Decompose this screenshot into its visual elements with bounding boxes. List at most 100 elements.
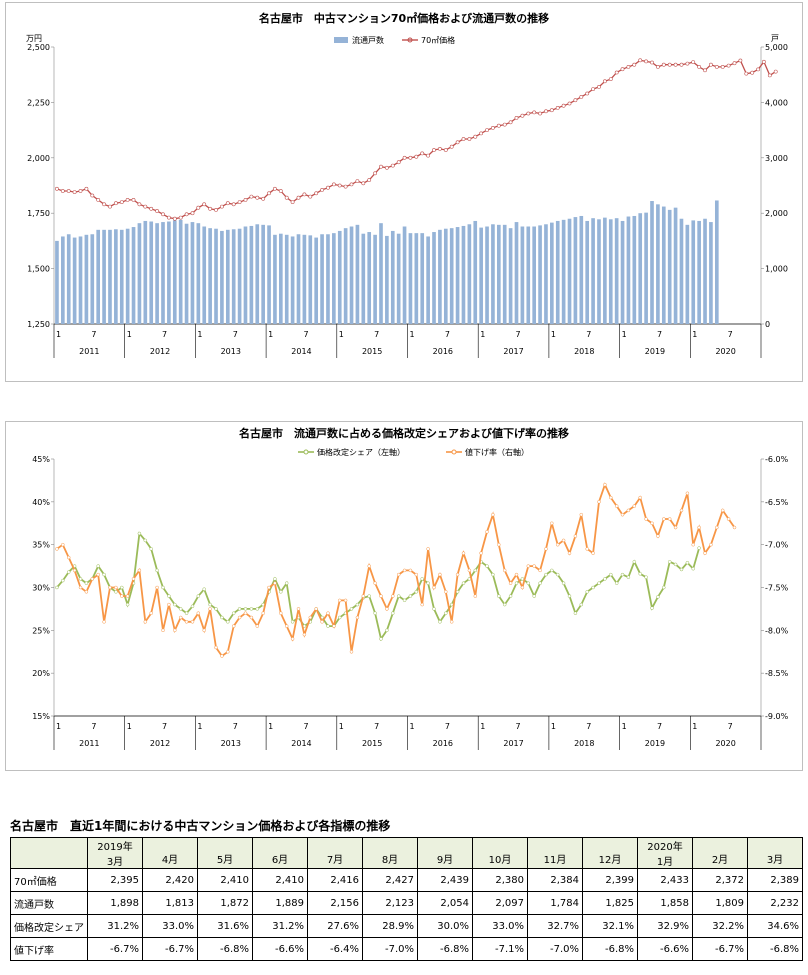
table-header-month: 7月 (307, 837, 363, 869)
price-point (402, 155, 407, 160)
price-cut-line-point (326, 611, 330, 615)
listing-bar (90, 234, 95, 324)
table-header-month-label: 11月 (543, 855, 567, 866)
x-month-label: 7 (728, 722, 733, 731)
price-cut-line-point (614, 504, 619, 508)
x-month-label: 1 (197, 722, 202, 731)
table-cell: 2,097 (472, 891, 528, 915)
price-point (526, 111, 531, 116)
price-cut-line-point (114, 585, 118, 590)
listing-bar (603, 217, 607, 324)
x-year-label: 2013 (221, 347, 241, 356)
x-month-label: 7 (91, 722, 96, 731)
table-cell: 2,433 (637, 868, 693, 892)
price-cut-line-point (479, 551, 483, 555)
listing-bar (255, 224, 260, 324)
right-tick-label: 4,000 (765, 98, 788, 107)
listing-bar (361, 233, 366, 324)
share-line-point (656, 595, 660, 599)
listing-bar (467, 224, 472, 324)
left-tick-label: 2,250 (27, 98, 50, 107)
price-cut-line-point (55, 547, 59, 551)
price-point (767, 73, 772, 78)
share-line-point (396, 594, 401, 598)
price-cut-line-point (432, 585, 436, 590)
share-line-point (220, 615, 224, 620)
share-line-point (231, 611, 236, 615)
price-point (155, 209, 160, 213)
listing-bar (473, 220, 478, 324)
price-cut-line-point (184, 620, 189, 624)
table-row: 価格改定シェア 31.2% 33.0% 31.6% 31.2% 27.6% 28.9% 30.… (10, 914, 803, 938)
price-point (190, 211, 195, 216)
price-point (455, 140, 460, 145)
listing-bar (337, 230, 342, 324)
x-month-label: 1 (622, 330, 627, 339)
price-point (520, 113, 525, 118)
price-point (178, 215, 183, 220)
x-month-label: 7 (162, 330, 167, 339)
price-cut-line-point (202, 628, 206, 633)
x-month-label: 1 (268, 722, 273, 731)
listing-bar (119, 229, 124, 324)
share-line-point (196, 594, 201, 598)
listing-bar (550, 222, 554, 324)
share-line-point (673, 562, 678, 567)
table-header-year (586, 840, 634, 851)
price-point (337, 183, 342, 188)
listing-bar (178, 219, 183, 324)
price-cut-line-point (567, 551, 572, 555)
x-month-label: 7 (374, 722, 379, 731)
table-header-month: 12月 (582, 837, 638, 869)
share-line-point (408, 594, 413, 598)
table-cell: -7.0% (527, 937, 583, 961)
price-point (644, 59, 649, 64)
table-cell: 2,399 (582, 868, 638, 892)
x-month-label: 1 (197, 330, 202, 339)
table-header-year (696, 840, 744, 851)
price-cut-line-point (449, 620, 454, 624)
price-point (119, 200, 124, 205)
price-point (284, 195, 289, 200)
share-line-point (290, 620, 295, 624)
price-cut-line-point (320, 620, 324, 624)
price-cut-line-point (137, 568, 142, 573)
listing-bar (526, 226, 531, 324)
price-point (225, 201, 230, 206)
listing-bar (155, 223, 159, 324)
listing-bar (432, 232, 436, 324)
share-line-point (373, 611, 377, 615)
x-year-label: 2012 (150, 739, 170, 748)
listing-bar (667, 209, 672, 324)
right-tick-label: 3,000 (765, 154, 788, 163)
price-point (272, 186, 277, 191)
share-line-point (679, 567, 684, 572)
table-header-month: 9月 (417, 837, 473, 869)
x-month-label: 1 (127, 722, 132, 731)
share-line-point (161, 585, 165, 590)
price-point (55, 186, 59, 191)
price-cut-line-point (102, 620, 106, 624)
table-cell: 1,784 (527, 891, 583, 915)
price-point (579, 95, 584, 99)
left-tick-label: 1,750 (27, 209, 50, 218)
listing-bar (479, 227, 483, 324)
share-line-point (96, 564, 100, 568)
price-point (555, 106, 560, 110)
share-line-point (473, 568, 478, 573)
price-point (656, 65, 660, 69)
share-line-point (284, 581, 289, 585)
price-point (90, 193, 95, 198)
table-cell: -7.1% (472, 937, 528, 961)
right-tick-label: -7.5% (765, 584, 789, 593)
listing-bar (343, 228, 348, 324)
price-point (685, 61, 690, 66)
listing-bar (385, 235, 389, 324)
listing-bar (632, 215, 637, 324)
share-line-point (573, 611, 578, 615)
table-cell: 2,389 (747, 868, 803, 892)
price-point (762, 59, 766, 64)
listing-bar (390, 230, 395, 324)
listing-bar (656, 204, 660, 324)
